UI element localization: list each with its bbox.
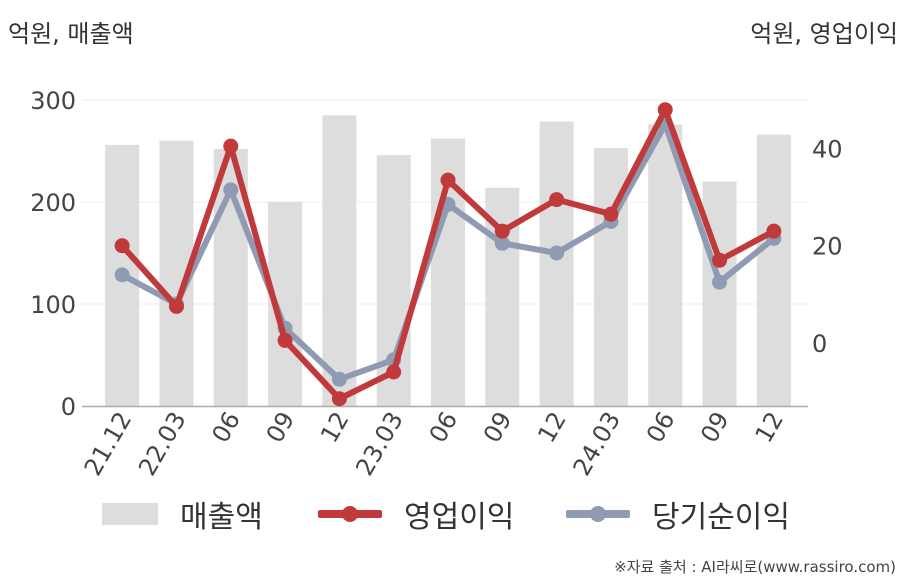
legend-item-net-income: 당기순이익 <box>566 492 790 536</box>
x-tick-label: 23.03 <box>350 407 409 480</box>
x-tick-label: 06 <box>641 407 681 447</box>
operating-profit-point <box>440 172 456 188</box>
profit-lines <box>114 102 782 407</box>
operating-profit-point <box>386 364 402 380</box>
right-tick-label: 20 <box>812 233 843 261</box>
operating-profit-point <box>712 252 728 268</box>
sales-bar <box>648 124 683 406</box>
sales-swatch <box>102 503 158 525</box>
operating-profit-point <box>766 223 782 239</box>
operating-profit-point <box>549 192 565 208</box>
operating-profit-point <box>494 223 510 239</box>
left-axis-unit: 억원, 매출액 <box>8 20 134 48</box>
x-tick-label: 06 <box>206 407 246 447</box>
sales-bar <box>702 181 737 406</box>
source-note: ※자료 출처 : AI라씨로(www.rassiro.com) <box>614 558 896 576</box>
x-tick-label: 22.03 <box>133 407 192 480</box>
net-income-point <box>549 245 565 261</box>
x-tick-label: 09 <box>695 407 735 447</box>
x-tick-label: 12 <box>532 407 572 447</box>
operating-profit-point <box>277 332 293 348</box>
x-tick-label: 12 <box>315 407 355 447</box>
sales-bar <box>756 134 791 406</box>
x-tick-label: 09 <box>478 407 518 447</box>
sales-bars <box>105 115 791 407</box>
right-tick-label: 0 <box>812 330 827 358</box>
net-income-point <box>712 274 728 290</box>
x-tick-label: 24.03 <box>568 407 627 480</box>
legend-item-operating-profit: 영업이익 <box>318 492 514 536</box>
operating-profit-point <box>223 138 239 154</box>
left-tick-label: 0 <box>61 393 76 421</box>
right-tick-label: 40 <box>812 136 843 164</box>
legend-label-net-income: 당기순이익 <box>652 500 790 535</box>
net-income-swatch <box>566 506 630 522</box>
x-tick-label: 06 <box>424 407 464 447</box>
sales-bar <box>539 121 574 407</box>
x-tick-label: 21.12 <box>79 407 138 480</box>
left-tick-label: 100 <box>30 291 76 319</box>
operating-profit-point <box>114 238 130 254</box>
legend-label-operating-profit: 영업이익 <box>404 500 515 535</box>
operating-profit-point <box>331 391 347 407</box>
right-axis-unit: 억원, 영업이익 <box>750 20 898 48</box>
sales-bar <box>322 115 357 407</box>
left-tick-label: 300 <box>30 87 76 115</box>
net-income-point <box>223 182 239 198</box>
operating-profit-point <box>603 206 619 222</box>
net-income-point <box>331 371 347 387</box>
operating-profit-point <box>657 102 673 118</box>
net-income-point <box>114 267 130 283</box>
legend-label-sales: 매출액 <box>180 500 263 535</box>
operating-profit-swatch <box>318 506 382 522</box>
left-axis-ticks: 0 100 200 300 <box>30 87 76 421</box>
left-tick-label: 200 <box>30 189 76 217</box>
x-tick-label: 12 <box>750 407 790 447</box>
right-axis-ticks: 0 20 40 <box>812 136 843 358</box>
legend-item-sales: 매출액 <box>102 492 263 536</box>
net-income-point <box>494 235 510 251</box>
operating-profit-point <box>168 298 184 314</box>
x-tick-label: 09 <box>261 407 301 447</box>
